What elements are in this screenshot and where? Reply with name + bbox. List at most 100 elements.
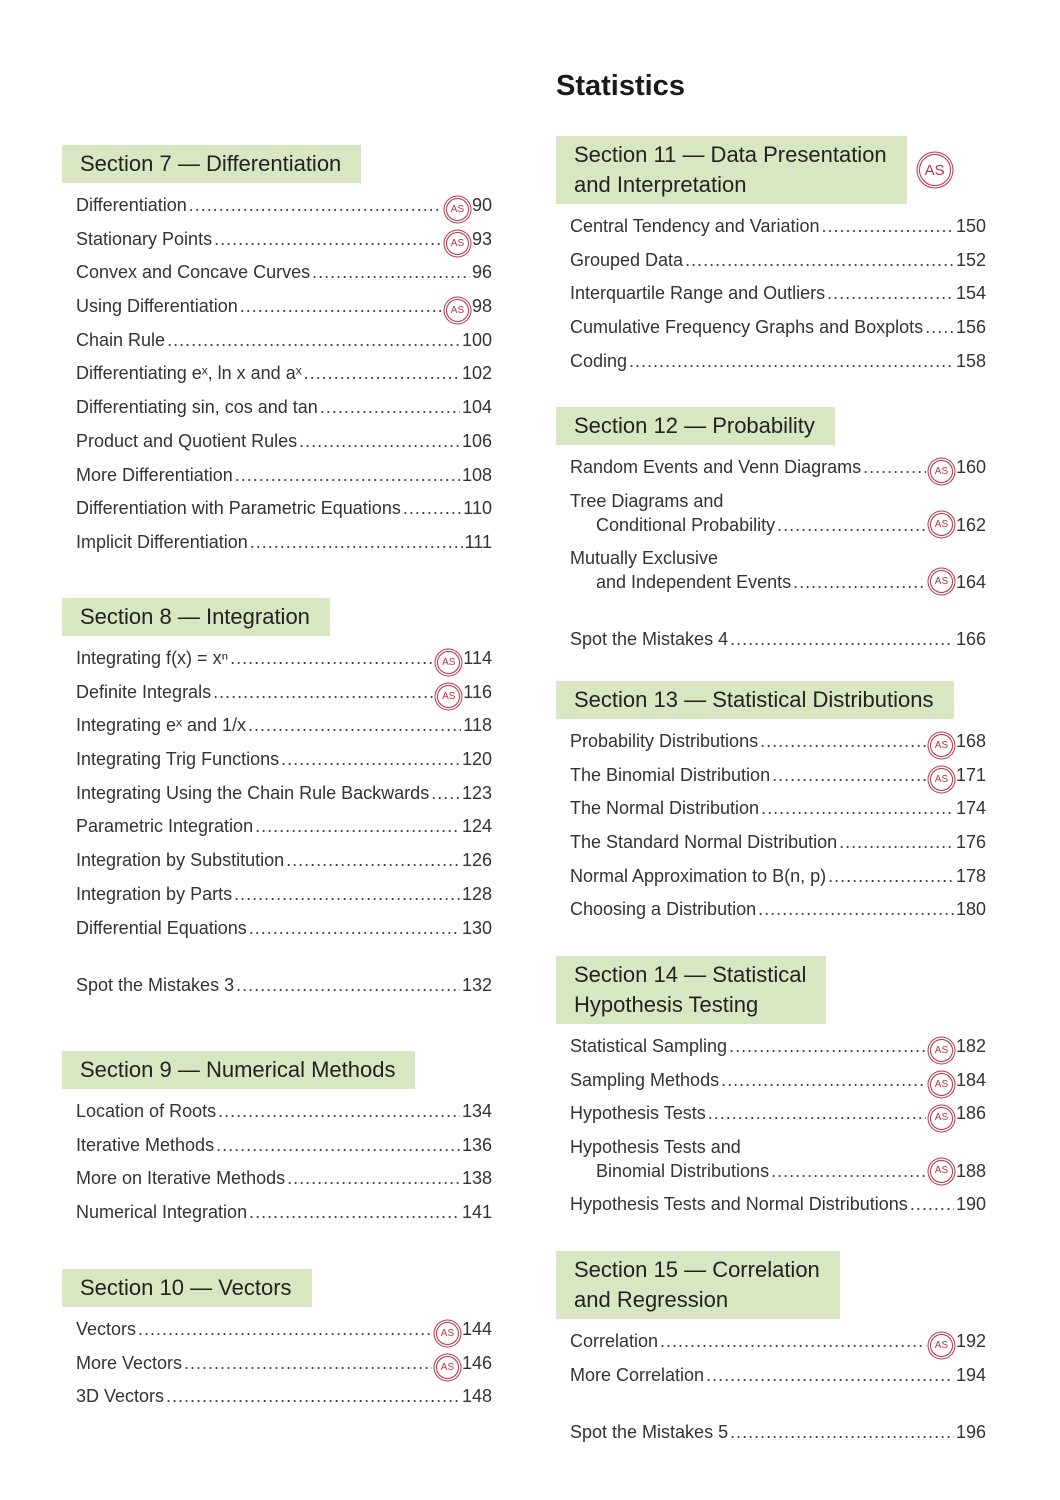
page-number: 90 xyxy=(471,195,492,215)
toc-entry: The Standard Normal Distribution 176 xyxy=(570,830,986,864)
entry-title: Differential Equations xyxy=(76,917,247,938)
toc-entry: Numerical Integration 141 xyxy=(76,1200,492,1234)
page-number: 194 xyxy=(955,1364,986,1385)
page-number: 186 xyxy=(955,1103,986,1124)
entry-title: 3D Vectors xyxy=(76,1386,165,1407)
leader xyxy=(839,830,954,854)
page-number: 166 xyxy=(955,628,986,649)
entry-title: The Standard Normal Distribution xyxy=(570,832,838,853)
leader xyxy=(240,294,442,318)
section: Section 14 — Statistical Hypothesis Testi… xyxy=(556,956,986,1226)
page-number: 178 xyxy=(955,865,986,886)
section-header-wrap: Section 11 — Data Presentation and Interp… xyxy=(556,136,986,204)
entry-title: Correlation xyxy=(570,1331,659,1351)
toc-entry: Central Tendency and Variation 150 xyxy=(570,214,986,248)
page-number: 106 xyxy=(461,430,492,451)
entry-title: Integrating eˣ and 1/x xyxy=(76,715,247,736)
section-header: Section 14 — Statistical Hypothesis Testi… xyxy=(556,956,827,1024)
page-number: 176 xyxy=(955,832,986,853)
page-number: 192 xyxy=(955,1331,986,1351)
toc-entry: The Normal Distribution 174 xyxy=(570,796,986,830)
entry-title: The Normal Distribution xyxy=(570,798,760,819)
entry-title: Stationary Points xyxy=(76,228,213,249)
page-number: 182 xyxy=(955,1036,986,1056)
entry-title: Spot the Mistakes 4 xyxy=(570,628,729,649)
entry-title: Mutually Exclusive xyxy=(570,547,719,568)
leader xyxy=(250,530,463,554)
toc-entry: Differentiating sin, cos and tan 104 xyxy=(76,395,492,429)
as-badge: AS xyxy=(929,513,953,537)
entry-title: The Binomial Distribution xyxy=(570,764,771,785)
section-title: Section 14 — Statistical xyxy=(574,962,807,987)
entry-title: Product and Quotient Rules xyxy=(76,430,298,451)
toc-entry: Integrating eˣ and 1/x 118 xyxy=(76,713,492,747)
toc-entry: Implicit Differentiation 111 xyxy=(76,530,492,564)
leader xyxy=(730,1420,954,1444)
page-number: 144 xyxy=(461,1319,492,1339)
page-number: 158 xyxy=(955,350,986,371)
entry-title: Iterative Methods xyxy=(76,1134,215,1155)
leader xyxy=(235,463,460,487)
as-badge: AS xyxy=(929,1159,953,1183)
section-header-wrap: Section 15 — Correlation and Regression xyxy=(556,1251,986,1319)
leader xyxy=(431,781,460,805)
page-number: 116 xyxy=(463,681,492,702)
toc-entry: Integrating Trig Functions 120 xyxy=(76,747,492,781)
leader xyxy=(255,814,460,838)
toc-entry: Normal Approximation to B(n, p) 178 xyxy=(570,864,986,898)
toc-entry: Mutually Exclusive and Independent Events… xyxy=(570,546,986,603)
entry-title: Differentiation with Parametric Equation… xyxy=(76,498,401,519)
page-number: 134 xyxy=(461,1101,492,1121)
section-header: Section 15 — Correlation and Regression xyxy=(556,1251,840,1319)
page-number: 136 xyxy=(461,1134,492,1155)
leader xyxy=(760,729,926,753)
toc-entry: More on Iterative Methods 138 xyxy=(76,1166,492,1200)
entry-title: Differentiating eˣ, ln x and aˣ xyxy=(76,363,302,384)
page-number: 108 xyxy=(461,464,492,485)
section: Section 11 — Data Presentation and Interp… xyxy=(556,136,986,382)
page-number: 146 xyxy=(461,1352,492,1373)
page-number: 188 xyxy=(955,1161,986,1182)
entry-title: Integration by Parts xyxy=(76,883,233,904)
entry-title: Random Events and Venn Diagrams xyxy=(570,457,862,477)
toc-entry: Integration by Parts 128 xyxy=(76,882,492,916)
toc-entry: Chain Rule 100 xyxy=(76,328,492,362)
entry-title: Central Tendency and Variation xyxy=(570,216,820,236)
toc-entry: Iterative Methods 136 xyxy=(76,1133,492,1167)
section: Section 12 — Probability Random Events an… xyxy=(556,407,986,660)
entry-title: Hypothesis Tests xyxy=(570,1103,706,1124)
leader xyxy=(214,227,442,251)
as-badge: AS xyxy=(929,768,953,792)
page-number: 196 xyxy=(955,1422,986,1443)
leader xyxy=(910,1192,954,1216)
leader xyxy=(248,713,461,737)
entry-title: Integrating f(x) = xⁿ xyxy=(76,648,229,668)
entry-title: Integrating Using the Chain Rule Backwar… xyxy=(76,782,430,803)
leader xyxy=(685,248,954,272)
entry-title: Interquartile Range and Outliers xyxy=(570,283,826,304)
page-number: 154 xyxy=(955,283,986,304)
leader xyxy=(287,1166,460,1190)
section-header-wrap: Section 7 — Differentiation xyxy=(62,145,492,183)
entry-title-continued: and Independent Events xyxy=(596,571,792,592)
entry-title: More on Iterative Methods xyxy=(76,1168,286,1189)
toc-entry: Grouped Data 152 xyxy=(570,248,986,282)
section-header-wrap: Section 9 — Numerical Methods xyxy=(62,1051,492,1089)
entry-title: Integrating Trig Functions xyxy=(76,749,280,770)
entry-title: Location of Roots xyxy=(76,1101,217,1121)
entry-list: Central Tendency and Variation 150 Grouped… xyxy=(556,214,986,382)
page-number: 164 xyxy=(955,571,986,592)
leader xyxy=(777,513,926,537)
leader xyxy=(281,747,460,771)
